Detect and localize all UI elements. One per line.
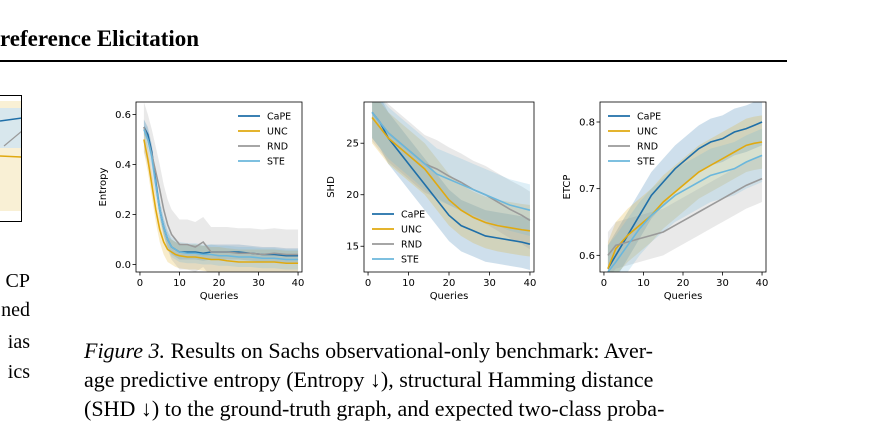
legend: CaPE UNC RND STE <box>608 112 661 168</box>
left-figure-fragment <box>0 95 22 222</box>
x-tick-label: 30 <box>716 278 729 289</box>
series-line-rnd <box>143 126 299 256</box>
y-tick-label: 0.6 <box>115 110 131 121</box>
y-tick-label: 0.0 <box>115 260 131 271</box>
y-axis-label: ETCP <box>562 175 573 200</box>
x-tick-label: 10 <box>637 278 650 289</box>
band-ste <box>372 102 530 236</box>
x-tick-label: 20 <box>213 278 226 289</box>
legend-label-rnd: RND <box>401 240 422 251</box>
legend: CaPE UNC RND STE <box>372 210 425 266</box>
x-tick-label: 40 <box>292 278 305 289</box>
series-line-unc <box>143 139 299 265</box>
y-tick-label: 0.4 <box>115 160 131 171</box>
chart-1-entropy: 0 10 20 30 40 0.0 0.2 0.4 0.6 Queries Entropy CaPE U… <box>98 101 305 302</box>
x-axis-label: Queries <box>664 291 703 302</box>
band-rnd <box>143 102 299 272</box>
band-cape <box>143 119 299 264</box>
legend-label-cape: CaPE <box>267 112 291 123</box>
legend-label-cape: CaPE <box>401 210 425 221</box>
x-tick-label: 0 <box>137 278 143 289</box>
x-tick-label: 30 <box>252 278 265 289</box>
x-tick-label: 30 <box>483 278 496 289</box>
band-rnd <box>372 102 530 250</box>
series-line-ste <box>143 129 299 261</box>
series-line-unc <box>607 141 763 269</box>
x-tick-label: 10 <box>173 278 186 289</box>
chart-3-etcp: 0 10 20 30 40 0.6 0.7 0.8 Queries ETCP CaPE UNC RND S… <box>562 101 769 302</box>
y-tick-label: 0.7 <box>579 184 595 195</box>
x-axis-label: Queries <box>430 291 469 302</box>
left-column-line: ias <box>7 331 30 353</box>
legend-label-cape: CaPE <box>637 112 661 123</box>
series-line-ste <box>607 154 763 272</box>
legend-label-unc: UNC <box>401 225 422 236</box>
series-line-cape <box>371 111 531 245</box>
figure-caption: Figure 3. Results on Sachs observational… <box>84 336 804 423</box>
caption-label: Figure 3. <box>84 338 166 363</box>
x-tick-label: 10 <box>402 278 415 289</box>
legend-label-unc: UNC <box>637 127 658 138</box>
plot-area <box>607 102 763 272</box>
legend-label-unc: UNC <box>267 127 288 138</box>
y-tick-label: 20 <box>346 190 359 201</box>
left-column-line: ics <box>7 361 30 383</box>
caption-line-2: age predictive entropy (Entropy ↓), stru… <box>84 367 654 392</box>
caption-line-3: (SHD ↓) to the ground-truth graph, and e… <box>84 396 665 421</box>
x-tick-label: 40 <box>524 278 537 289</box>
legend-label-ste: STE <box>401 255 419 266</box>
y-tick-label: 15 <box>346 242 359 253</box>
series-line-ste <box>371 111 531 211</box>
section-title: reference Elicitation <box>0 26 200 51</box>
plot-area <box>371 102 531 270</box>
caption-text-1: Results on Sachs observational-only benc… <box>165 338 653 363</box>
x-tick-label: 20 <box>443 278 456 289</box>
left-column-line: CP <box>5 270 30 292</box>
y-axis-label: Entropy <box>98 167 109 206</box>
band-cape <box>372 102 530 270</box>
y-tick-label: 0.6 <box>579 251 595 262</box>
x-tick-label: 0 <box>365 278 371 289</box>
legend: CaPE UNC RND STE <box>238 112 291 168</box>
band-unc <box>607 115 763 272</box>
chart-2-shd: 0 10 20 30 40 15 20 25 Queries SHD CaPE UNC RND STE <box>326 101 537 302</box>
y-tick-label: 0.2 <box>115 210 131 221</box>
legend-label-rnd: RND <box>637 142 658 153</box>
left-column-line: ned <box>1 299 30 321</box>
x-tick-label: 0 <box>601 278 607 289</box>
section-rule <box>0 60 787 62</box>
y-axis-label: SHD <box>326 176 337 198</box>
x-axis-label: Queries <box>200 291 239 302</box>
figure-3-charts: 0 10 20 30 40 0.0 0.2 0.4 0.6 Queries Entropy CaPE U… <box>98 101 769 302</box>
plot-area <box>143 102 299 272</box>
legend-label-ste: STE <box>267 157 285 168</box>
y-tick-label: 25 <box>346 139 359 150</box>
band-rnd <box>607 155 763 272</box>
legend-label-ste: STE <box>637 157 655 168</box>
y-tick-label: 0.8 <box>579 118 595 129</box>
band-cape <box>607 102 763 272</box>
legend-label-rnd: RND <box>267 142 288 153</box>
x-tick-label: 40 <box>756 278 769 289</box>
series-line-cape <box>607 121 763 270</box>
x-tick-label: 20 <box>677 278 690 289</box>
series-line-unc <box>371 116 531 232</box>
caption-line-1: Figure 3. Results on Sachs observational… <box>84 336 804 365</box>
band-unc <box>143 127 299 272</box>
